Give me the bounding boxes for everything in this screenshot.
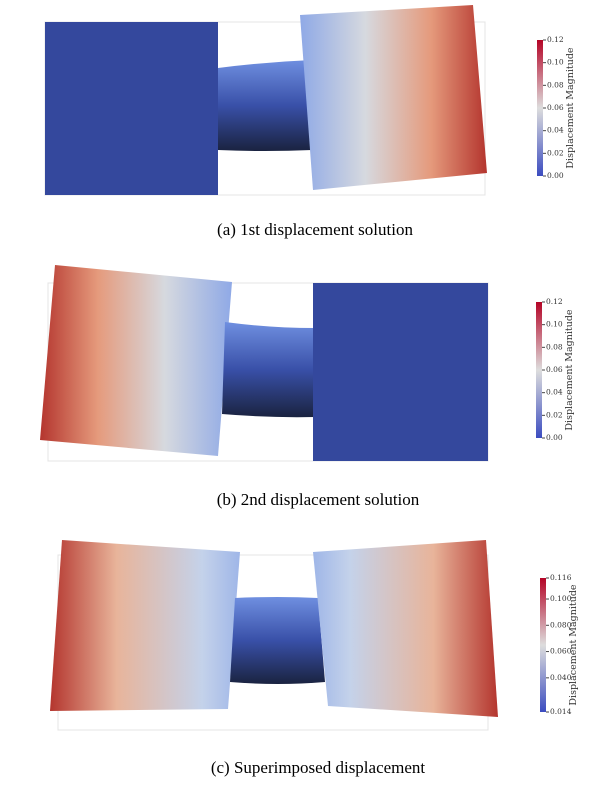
- block: [50, 540, 240, 711]
- colorbar-tick-label: 0.02: [546, 410, 563, 419]
- colorbar-tick-label: 0.06: [547, 103, 564, 112]
- colorbar-tick-label: 0.02: [547, 148, 564, 157]
- colorbar-tick-label: 0.08: [547, 80, 564, 89]
- caption: (c) Superimposed displacement: [211, 758, 426, 777]
- colorbar-tick-label: 0.00: [546, 433, 563, 442]
- caption: (a) 1st displacement solution: [217, 220, 413, 239]
- colorbar-title: Displacement Magnitude: [568, 584, 579, 705]
- panel-b: [40, 265, 488, 461]
- colorbar-tick-label: 0.10: [546, 320, 563, 329]
- block: [300, 5, 487, 190]
- colorbar-tick-label: 0.116: [550, 573, 572, 582]
- connector: [230, 597, 325, 684]
- connector: [222, 322, 315, 417]
- colorbar-tick-label: 0.00: [547, 171, 564, 180]
- connector: [218, 60, 312, 151]
- panel-a: [45, 5, 487, 195]
- panel-c: [50, 540, 498, 730]
- caption: (b) 2nd displacement solution: [217, 490, 420, 509]
- colorbar: [536, 302, 542, 438]
- figure: (a) 1st displacement solution 0.12 0.10 0.0…: [0, 0, 590, 786]
- block: [45, 22, 218, 195]
- colorbar: [537, 40, 543, 176]
- colorbar: [540, 578, 546, 712]
- colorbar-tick-label: 0.12: [547, 35, 564, 44]
- colorbar-tick-label: 0.08: [546, 342, 563, 351]
- colorbar-tick-label: 0.014: [550, 707, 572, 716]
- block: [40, 265, 232, 456]
- colorbar-tick-label: 0.06: [546, 365, 563, 374]
- colorbar-tick-label: 0.10: [547, 58, 564, 67]
- colorbar-title: Displacement Magnitude: [564, 309, 575, 430]
- block: [313, 283, 488, 461]
- colorbar-tick-label: 0.04: [547, 126, 564, 135]
- colorbar-tick-label: 0.12: [546, 297, 563, 306]
- colorbar-title: Displacement Magnitude: [565, 47, 576, 168]
- colorbar-tick-label: 0.04: [546, 388, 563, 397]
- block: [313, 540, 498, 717]
